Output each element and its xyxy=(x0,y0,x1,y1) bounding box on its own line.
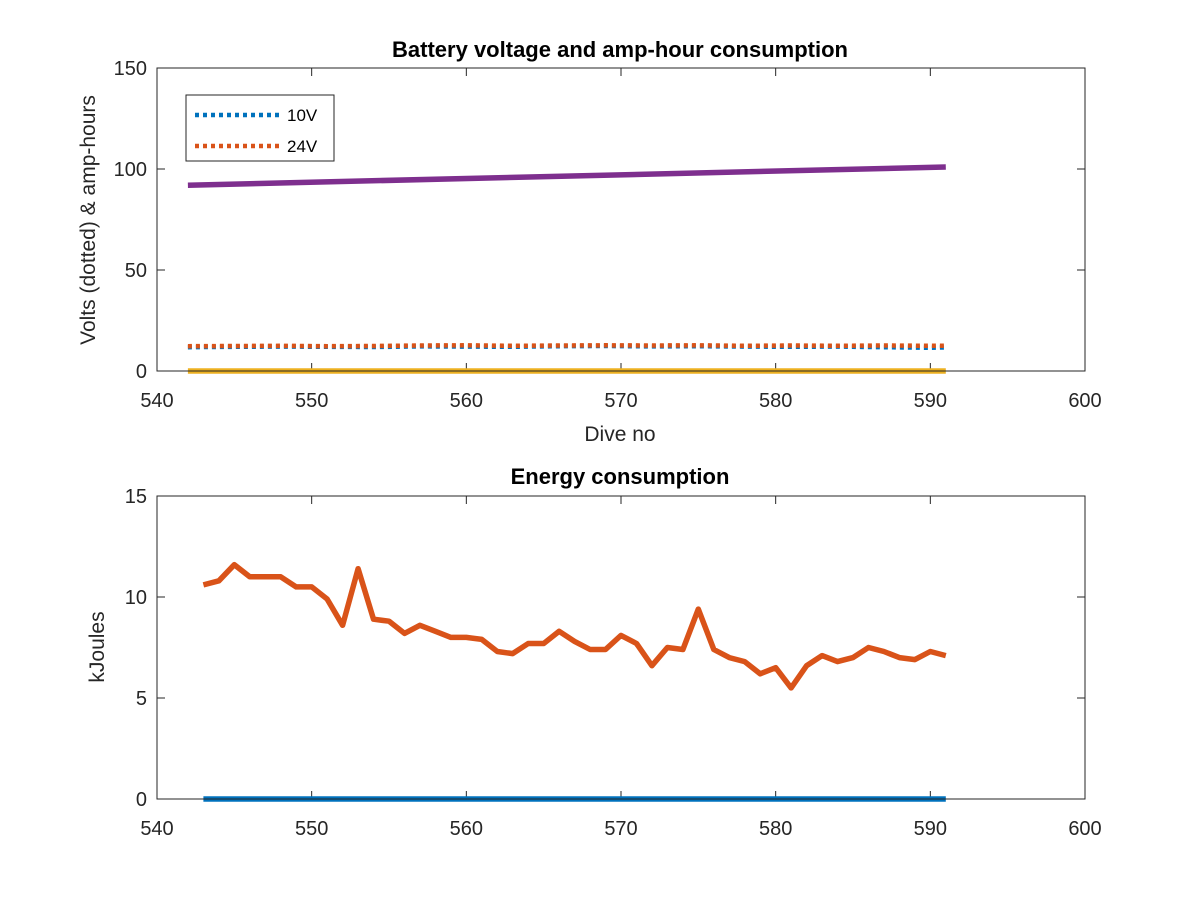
x-tick-label: 580 xyxy=(759,818,792,840)
x-tick-label: 560 xyxy=(450,818,483,840)
y-tick-label: 5 xyxy=(136,688,147,710)
series-line-24v xyxy=(187,343,946,349)
x-tick-label: 570 xyxy=(604,390,637,412)
y-tick-label: 100 xyxy=(114,159,147,181)
series-line-3 xyxy=(187,164,946,188)
legend-box xyxy=(185,94,335,162)
voltage-chart: Battery voltage and amp-hour consumption… xyxy=(77,37,1102,446)
x-tick-label: 580 xyxy=(759,390,792,412)
y-tick-label: 150 xyxy=(114,58,147,80)
plot-area-frame xyxy=(156,67,1086,372)
y-tick-label: 50 xyxy=(125,260,147,282)
legend-label: 24V xyxy=(287,137,318,156)
x-tick-label: 540 xyxy=(140,390,173,412)
legend-label: 10V xyxy=(287,106,318,125)
x-tick-label: 590 xyxy=(914,390,947,412)
x-tick-label: 600 xyxy=(1068,818,1101,840)
y-tick-label: 10 xyxy=(125,587,147,609)
x-tick-label: 600 xyxy=(1068,390,1101,412)
x-tick-label: 550 xyxy=(295,390,328,412)
x-tick-label: 560 xyxy=(450,390,483,412)
legend: 10V 24V xyxy=(185,94,335,162)
y-axis-label: Volts (dotted) & amp-hours xyxy=(77,95,100,345)
chart-title: Battery voltage and amp-hour consumption xyxy=(392,37,848,62)
y-axis-label: kJoules xyxy=(86,611,109,682)
y-tick-label: 0 xyxy=(136,789,147,811)
x-axis-label: Dive no xyxy=(584,423,655,446)
x-tick-label: 550 xyxy=(295,818,328,840)
series-line-1 xyxy=(202,561,947,691)
chart-title: Energy consumption xyxy=(511,464,730,489)
y-tick-label: 0 xyxy=(136,361,147,383)
x-tick-label: 590 xyxy=(914,818,947,840)
plot-area-frame xyxy=(156,495,1086,800)
x-tick-label: 540 xyxy=(140,818,173,840)
x-tick-label: 570 xyxy=(604,818,637,840)
y-tick-label: 15 xyxy=(125,486,147,508)
energy-chart: Energy consumption kJoules 540 550 560 570 5… xyxy=(86,464,1102,840)
